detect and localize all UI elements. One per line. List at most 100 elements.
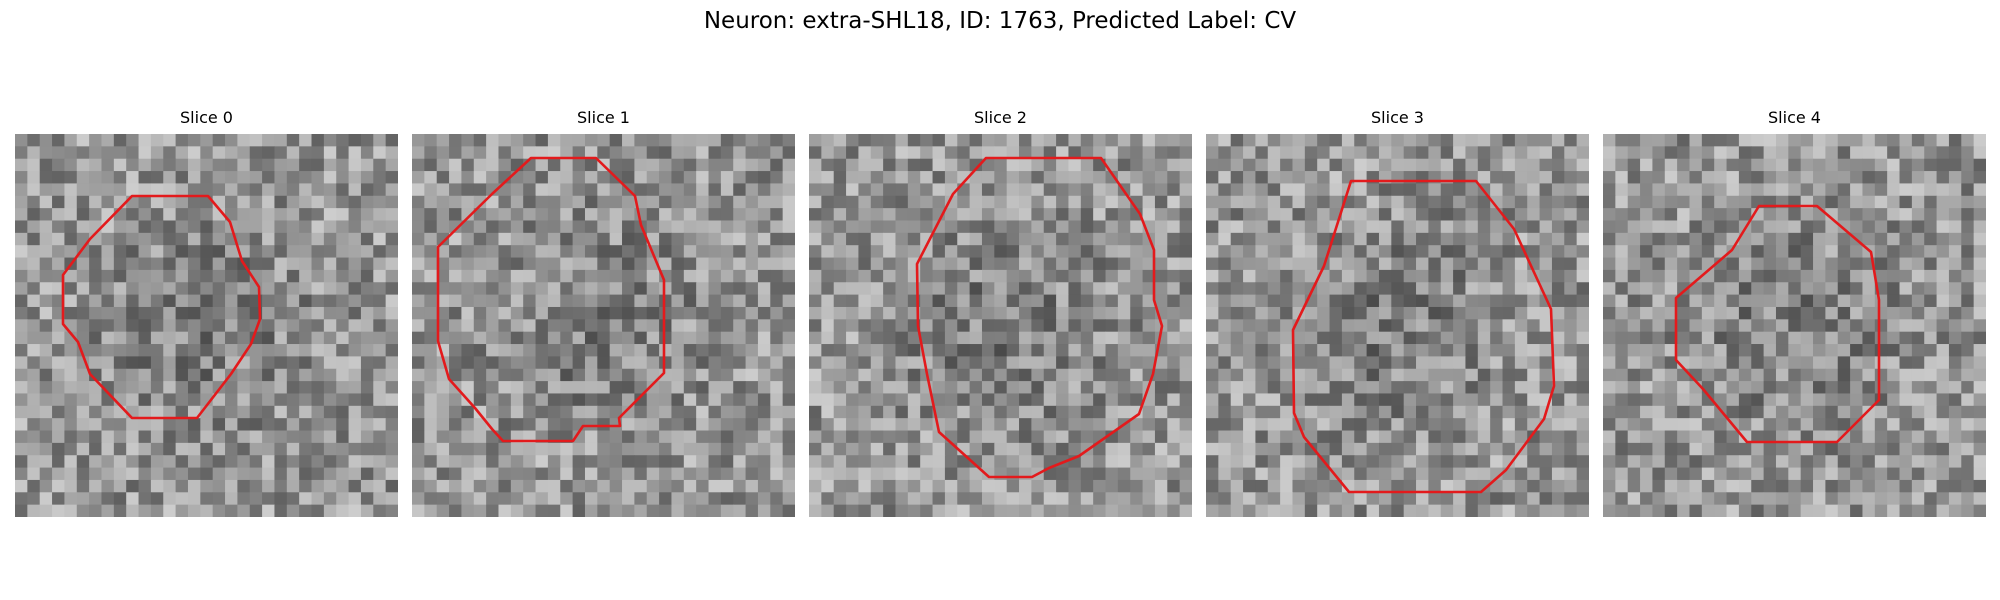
pixel (1701, 356, 1715, 370)
pixel (1527, 455, 1541, 469)
pixel (634, 319, 648, 333)
pixel (770, 356, 784, 370)
pixel (286, 430, 300, 444)
pixel (200, 492, 214, 506)
roi-contour-1 (436, 156, 666, 443)
pixel (1775, 467, 1789, 481)
pixel (1267, 368, 1281, 382)
pixel (212, 504, 226, 517)
pixel (1615, 306, 1629, 320)
pixel (1564, 134, 1578, 147)
pixel (1701, 418, 1715, 432)
pixel (486, 356, 499, 370)
pixel (782, 245, 795, 259)
pixel (1093, 269, 1107, 283)
pixel (584, 331, 598, 345)
pixel (1502, 319, 1516, 333)
pixel (323, 245, 337, 259)
pixel (1936, 282, 1950, 296)
pixel (449, 368, 462, 382)
pixel (1142, 146, 1156, 160)
pixel (1775, 331, 1789, 345)
pixel (1031, 479, 1045, 493)
pixel (671, 479, 685, 493)
pixel (1899, 282, 1913, 296)
pixel (733, 405, 747, 419)
pixel (449, 430, 462, 444)
pixel (870, 504, 884, 517)
pixel (858, 158, 872, 172)
pixel (64, 381, 78, 394)
pixel (944, 171, 958, 184)
pixel (1391, 455, 1405, 469)
pixel (1936, 171, 1950, 184)
pixel (944, 158, 958, 172)
pixel (1280, 381, 1293, 394)
pixel (1280, 455, 1293, 469)
pixel (622, 220, 635, 234)
pixel (52, 368, 65, 382)
pixel (39, 146, 53, 160)
pixel (572, 158, 586, 172)
pixel (412, 319, 425, 333)
pixel (424, 220, 438, 234)
pixel (1564, 146, 1578, 160)
pixel (733, 245, 747, 259)
pixel (1502, 269, 1516, 283)
pixel (1973, 393, 1986, 407)
pixel (944, 405, 958, 419)
pixel (1105, 195, 1119, 209)
pixel (1080, 504, 1094, 517)
pixel (510, 331, 524, 345)
pixel (782, 183, 795, 197)
pixel (486, 269, 499, 283)
pixel (1788, 418, 1802, 432)
pixel (1031, 195, 1045, 209)
pixel (113, 467, 127, 481)
pixel (1453, 257, 1466, 271)
pixel (1093, 504, 1107, 517)
pixel (373, 158, 387, 172)
pixel (187, 232, 201, 246)
pixel (1775, 455, 1789, 469)
pixel (1800, 282, 1814, 296)
pixel (1243, 368, 1256, 382)
pixel (1652, 282, 1666, 296)
pixel (336, 220, 350, 234)
pixel (770, 257, 784, 271)
pixel (659, 146, 672, 160)
pixel (932, 158, 946, 172)
pixel (498, 319, 512, 333)
pixel (225, 492, 238, 506)
pixel (1961, 319, 1975, 333)
pixel (1701, 306, 1715, 320)
pixel (560, 269, 574, 283)
pixel (932, 171, 946, 184)
pixel (1788, 479, 1802, 493)
pixel (1899, 492, 1913, 506)
pixel (1218, 134, 1232, 147)
pixel (1948, 405, 1962, 419)
pixel (1850, 356, 1863, 370)
pixel (1862, 319, 1876, 333)
pixel (1775, 208, 1789, 221)
pixel (1031, 492, 1045, 506)
pixel (969, 306, 983, 320)
pixel (27, 467, 41, 481)
pixel (1230, 479, 1244, 493)
pixel (1689, 344, 1703, 357)
pixel (1502, 393, 1516, 407)
pixel (1738, 418, 1752, 432)
pixel (1701, 146, 1715, 160)
pixel (1391, 269, 1405, 283)
pixel (858, 381, 872, 394)
pixel (1627, 381, 1641, 394)
pixel (920, 306, 934, 320)
pixel (1490, 220, 1504, 234)
pixel (323, 393, 337, 407)
pixel (1689, 442, 1703, 456)
pixel (957, 492, 971, 506)
pixel (1378, 306, 1392, 320)
pixel (1800, 479, 1814, 493)
pixel (944, 269, 958, 283)
